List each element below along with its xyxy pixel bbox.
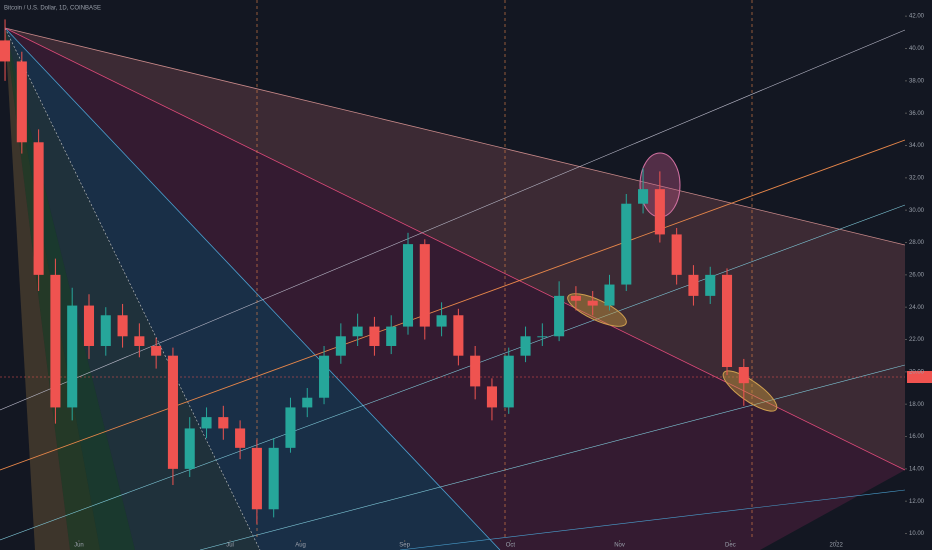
y-tick-label: 16.00 bbox=[909, 434, 925, 440]
fan-line bbox=[4, 27, 906, 246]
y-tick-label: 18.00 bbox=[909, 402, 925, 408]
candle-body bbox=[167, 355, 178, 469]
trend-line bbox=[0, 29, 906, 411]
fan-band bbox=[5, 28, 70, 550]
candle-body bbox=[352, 326, 363, 337]
x-tick-label: Jun bbox=[74, 543, 84, 549]
candle-body bbox=[0, 40, 11, 62]
y-tick-label: 32.00 bbox=[909, 175, 925, 181]
y-tick-label: 10.00 bbox=[909, 531, 925, 537]
candle-body bbox=[235, 428, 246, 448]
candle-body bbox=[67, 305, 78, 408]
candle-body bbox=[436, 315, 447, 327]
y-tick-label: 26.00 bbox=[909, 272, 925, 278]
candle-body bbox=[218, 417, 229, 429]
candle-body bbox=[554, 295, 565, 337]
y-tick-label: 30.00 bbox=[909, 208, 925, 214]
candle-body bbox=[386, 326, 397, 346]
candle-body bbox=[285, 407, 296, 448]
fan-band bbox=[5, 28, 905, 550]
y-tick-label: 36.00 bbox=[909, 111, 925, 117]
candle-body bbox=[83, 305, 95, 346]
candle-body bbox=[100, 315, 111, 346]
candle-body bbox=[671, 234, 682, 275]
candle-body bbox=[268, 447, 279, 510]
x-tick-label: Dec bbox=[725, 543, 736, 549]
fan-drawing bbox=[0, 0, 906, 550]
candle-body bbox=[470, 355, 481, 387]
y-tick-label: 24.00 bbox=[909, 305, 925, 311]
fan-line bbox=[4, 27, 501, 550]
candle-body bbox=[688, 274, 699, 296]
x-tick-label: Aug bbox=[295, 543, 306, 549]
candle-body bbox=[151, 345, 162, 356]
x-tick-label: Sep bbox=[399, 543, 410, 549]
candle-body bbox=[721, 274, 733, 368]
x-tick-label: Jul bbox=[226, 543, 234, 549]
candle-body bbox=[621, 203, 632, 285]
y-tick-label: 14.00 bbox=[909, 466, 925, 472]
fan-line bbox=[4, 27, 261, 550]
candle-body bbox=[738, 367, 749, 384]
candle-body bbox=[520, 336, 531, 356]
candle-body bbox=[537, 336, 548, 338]
fan-line bbox=[4, 27, 906, 471]
candle-body bbox=[50, 274, 61, 408]
y-tick-label: 20.00 bbox=[909, 369, 925, 375]
y-tick-label: 12.00 bbox=[909, 499, 925, 505]
candle-body bbox=[638, 189, 649, 204]
candle-body bbox=[705, 274, 716, 296]
candle-body bbox=[587, 300, 598, 306]
candle-body bbox=[570, 295, 581, 301]
candle-body bbox=[117, 315, 128, 337]
y-tick-label: 28.00 bbox=[909, 240, 925, 246]
candle-body bbox=[302, 397, 313, 408]
x-tick-label: 2022 bbox=[829, 543, 843, 549]
candle-body bbox=[654, 189, 665, 235]
candle-body bbox=[486, 386, 497, 408]
candle-body bbox=[369, 326, 380, 346]
last-price-marker bbox=[907, 371, 932, 383]
candle-body bbox=[16, 61, 27, 143]
candle-body bbox=[503, 355, 514, 408]
candle-body bbox=[134, 336, 145, 346]
candle-body bbox=[184, 428, 195, 469]
y-tick-label: 38.00 bbox=[909, 78, 925, 84]
candle-body bbox=[319, 355, 330, 398]
chart-title: Bitcoin / U.S. Dollar, 1D, COINBASE bbox=[4, 6, 101, 12]
x-tick-label: Oct bbox=[506, 543, 516, 549]
candle-body bbox=[453, 315, 464, 356]
candle-body bbox=[402, 244, 414, 327]
x-tick-label: Nov bbox=[614, 543, 625, 549]
candle-body bbox=[251, 447, 262, 510]
candle-body bbox=[335, 336, 346, 356]
y-tick-label: 22.00 bbox=[909, 337, 925, 343]
y-tick-label: 40.00 bbox=[909, 46, 925, 52]
candle-body bbox=[419, 244, 430, 327]
price-axis bbox=[905, 0, 932, 550]
trend-line bbox=[0, 139, 906, 471]
candle-body bbox=[33, 142, 44, 275]
candle-body bbox=[201, 417, 212, 429]
y-tick-label: 42.00 bbox=[909, 14, 925, 20]
y-tick-label: 34.00 bbox=[909, 143, 925, 149]
candle-body bbox=[604, 284, 615, 306]
trend-line bbox=[0, 204, 906, 541]
trend-line bbox=[399, 489, 906, 550]
trend-line bbox=[199, 364, 906, 550]
highlight bbox=[567, 293, 627, 327]
